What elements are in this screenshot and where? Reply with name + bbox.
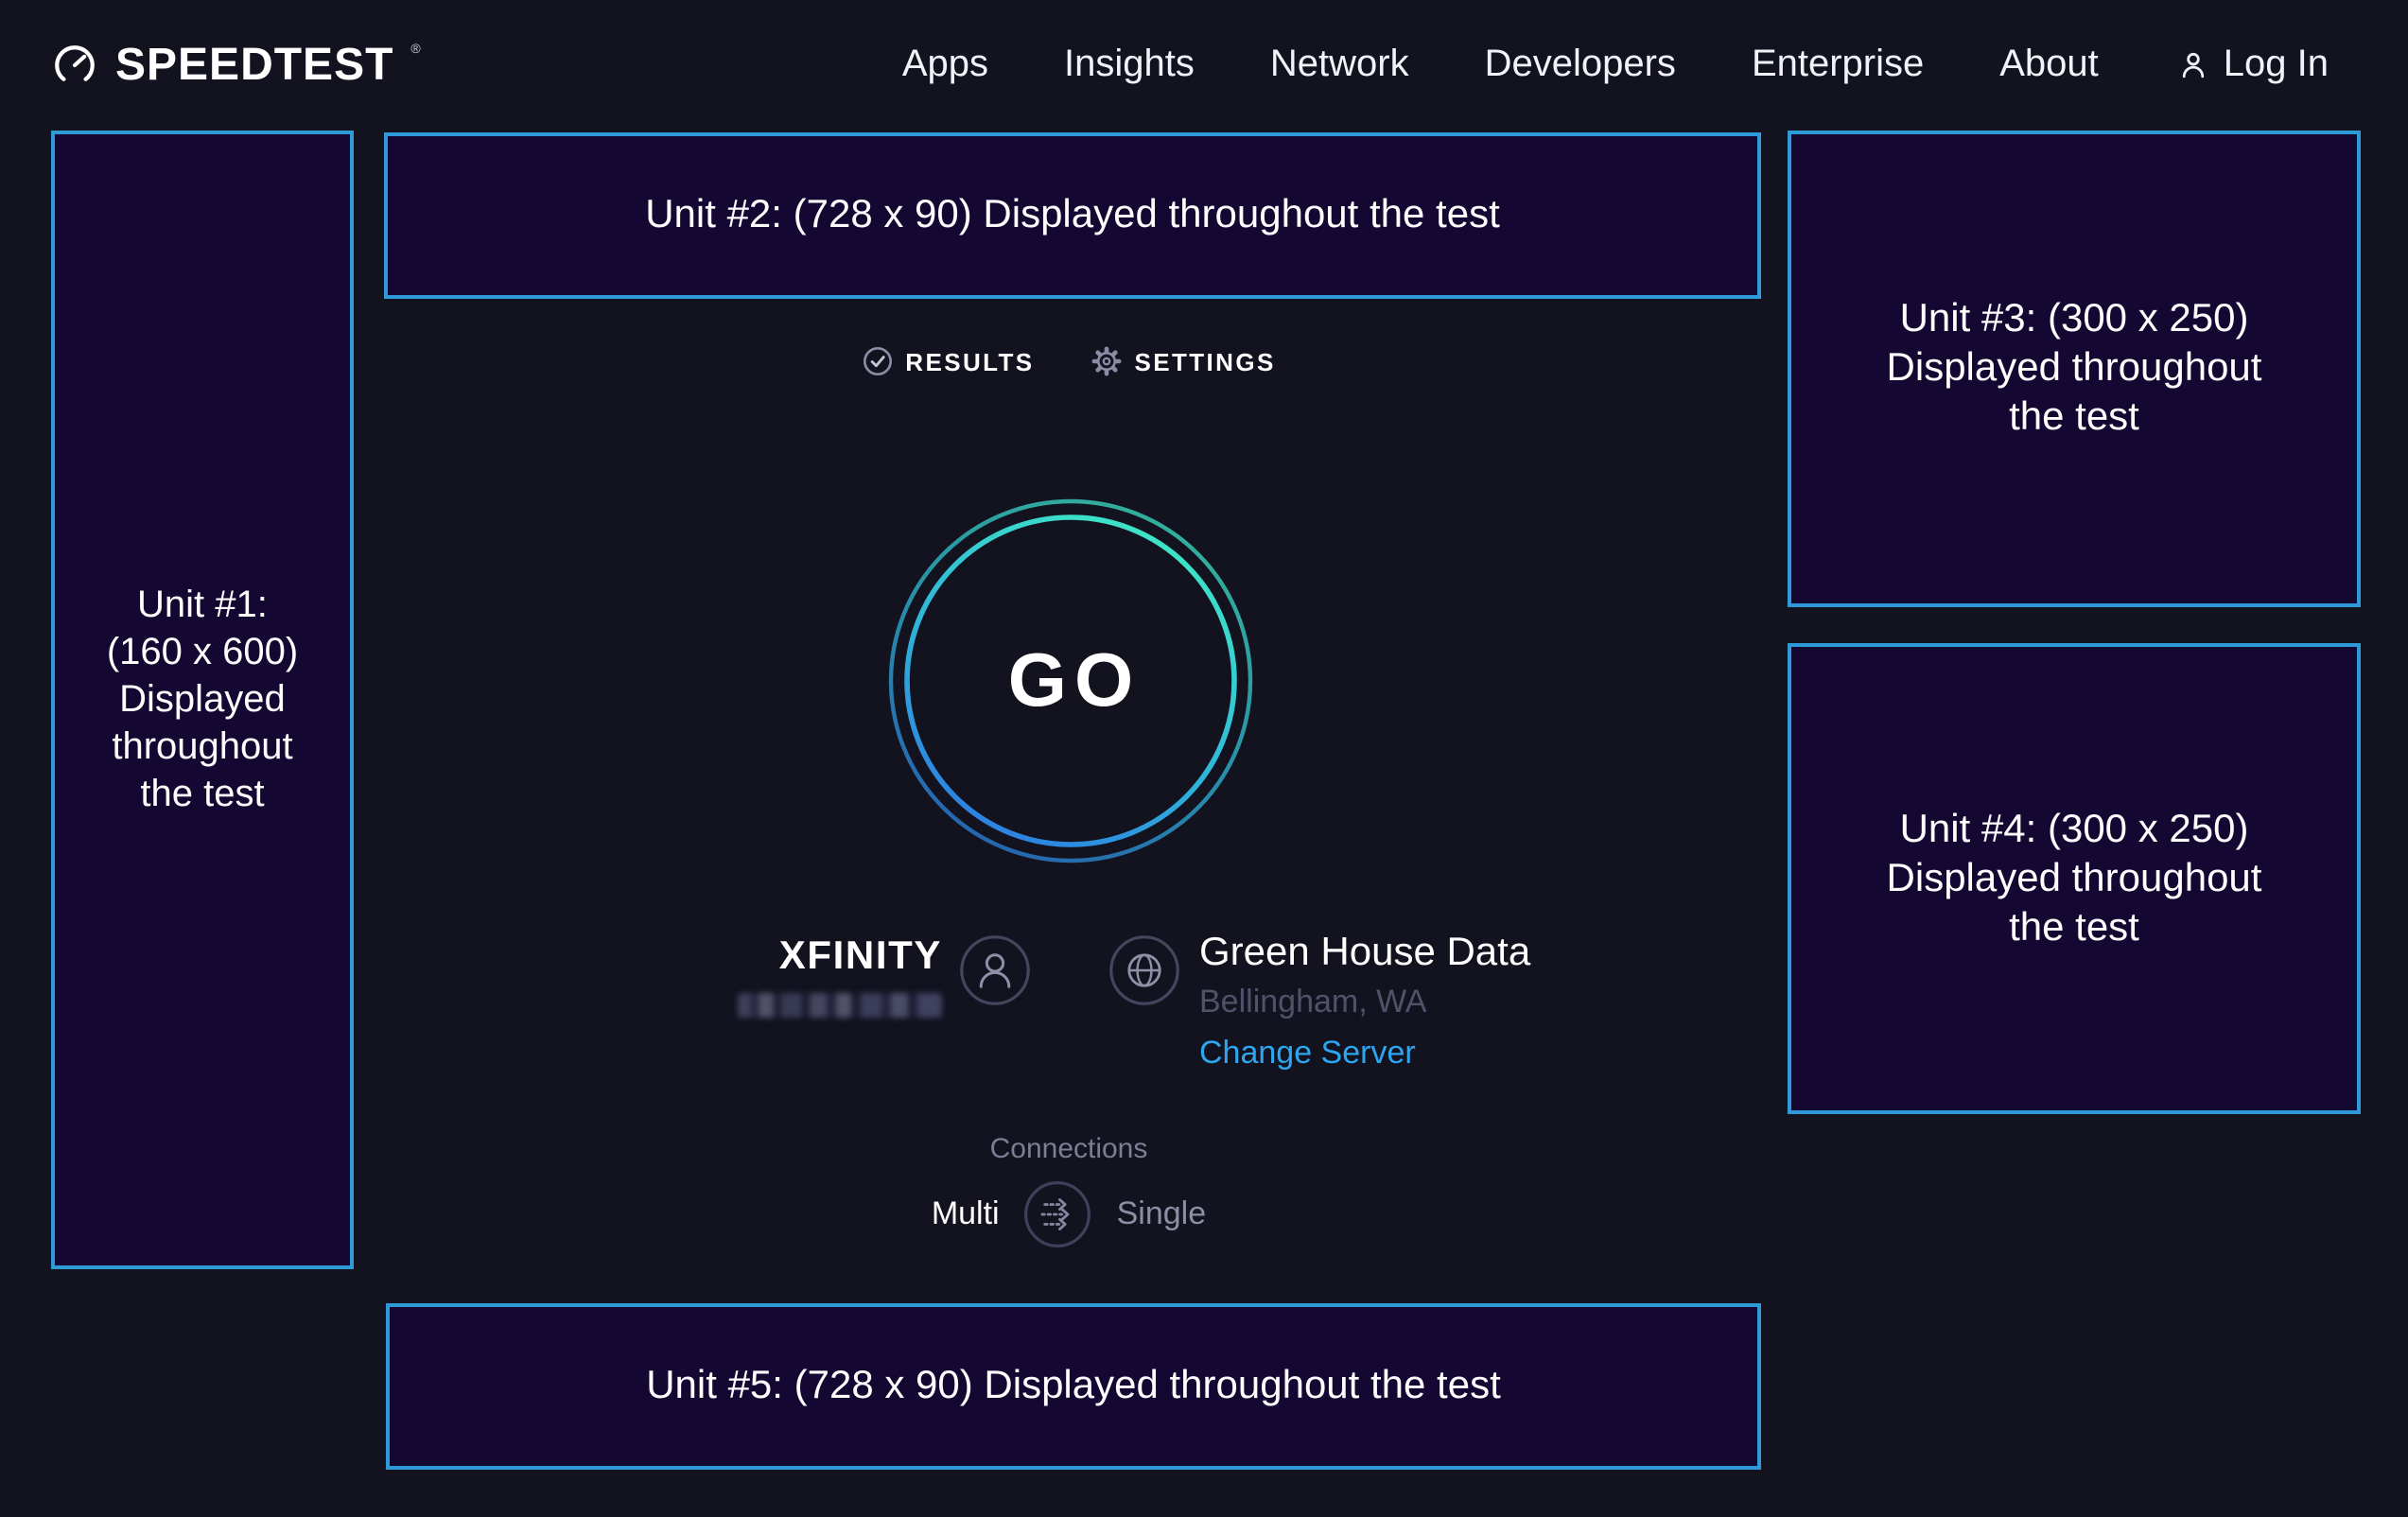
connections-option-single[interactable]: Single: [1116, 1195, 1207, 1231]
nav-item-apps[interactable]: Apps: [901, 44, 988, 85]
ad-unit-2-text: Unit #2: (728 x 90) Displayed throughout…: [645, 193, 1500, 236]
change-server-link[interactable]: Change Server: [1199, 1035, 1416, 1071]
isp-ip-redacted: [738, 993, 942, 1018]
gear-icon: [1091, 346, 1121, 376]
tab-settings[interactable]: SETTINGS: [1091, 346, 1276, 376]
speedtest-logo[interactable]: SPEEDTEST ®: [51, 42, 421, 89]
go-button-label: GO: [1007, 638, 1142, 722]
ad-unit-3-text: Unit #3: (300 x 250) Displayed throughou…: [1886, 297, 2262, 439]
ad-unit-4-text: Unit #4: (300 x 250) Displayed throughou…: [1886, 807, 2262, 949]
ad-unit-5-text: Unit #5: (728 x 90) Displayed throughout…: [646, 1364, 1501, 1407]
multi-connection-arrows-icon: [1024, 1181, 1091, 1247]
globe-icon: [1109, 935, 1179, 1005]
logo-trademark: ®: [410, 44, 421, 57]
connections-section: Connections Multi Single: [350, 1135, 1788, 1248]
server-name: Green House Data: [1199, 931, 1531, 974]
go-button[interactable]: GO: [887, 497, 1254, 864]
tab-bar: RESULTS SETTINGS: [350, 346, 1788, 376]
user-circle-icon: [960, 935, 1030, 1005]
top-nav: SPEEDTEST ® Apps Insights Network Develo…: [0, 0, 2408, 131]
nav-item-network[interactable]: Network: [1269, 44, 1409, 85]
gauge-icon: [55, 45, 95, 81]
check-circle-icon: [863, 346, 892, 376]
login-button[interactable]: Log In: [2178, 44, 2329, 87]
connections-toggle-row: Multi Single: [932, 1180, 1206, 1248]
connections-option-multi[interactable]: Multi: [931, 1195, 1000, 1231]
connections-toggle[interactable]: [1024, 1180, 1092, 1248]
ad-unit-5-bottom-banner[interactable]: Unit #5: (728 x 90) Displayed throughout…: [386, 1303, 1761, 1470]
nav-menu: Apps Insights Network Developers Enterpr…: [902, 44, 2099, 87]
tab-results-label: RESULTS: [905, 347, 1035, 375]
nav-item-about[interactable]: About: [1999, 44, 2099, 85]
person-icon: [2183, 52, 2205, 78]
connections-label: Connections: [989, 1133, 1148, 1165]
nav-item-insights[interactable]: Insights: [1064, 44, 1195, 85]
go-button-rings: [888, 498, 1253, 863]
tab-settings-label: SETTINGS: [1134, 347, 1276, 375]
server-info: Green House Data Bellingham, WA Change S…: [1199, 929, 1530, 1072]
ad-unit-4-rectangle[interactable]: Unit #4: (300 x 250) Displayed throughou…: [1788, 643, 2361, 1114]
nav-item-enterprise[interactable]: Enterprise: [1751, 44, 1925, 85]
isp-name: XFINITY: [778, 934, 942, 978]
login-label: Log In: [2223, 44, 2329, 85]
ad-unit-2-top-banner[interactable]: Unit #2: (728 x 90) Displayed throughout…: [384, 132, 1761, 299]
host-info-row: XFINITY Green House Data Bellingham, WA …: [350, 914, 1788, 1103]
server-location: Bellingham, WA: [1199, 984, 1427, 1020]
tab-results[interactable]: RESULTS: [862, 346, 1034, 376]
nav-item-developers[interactable]: Developers: [1484, 44, 1676, 85]
ad-unit-1-text: Unit #1: (160 x 600) Displayed throughou…: [106, 584, 299, 814]
logo-text: SPEEDTEST: [115, 40, 394, 91]
ad-unit-3-rectangle[interactable]: Unit #3: (300 x 250) Displayed throughou…: [1788, 131, 2361, 607]
ad-unit-1-skyscraper[interactable]: Unit #1: (160 x 600) Displayed throughou…: [51, 131, 354, 1269]
